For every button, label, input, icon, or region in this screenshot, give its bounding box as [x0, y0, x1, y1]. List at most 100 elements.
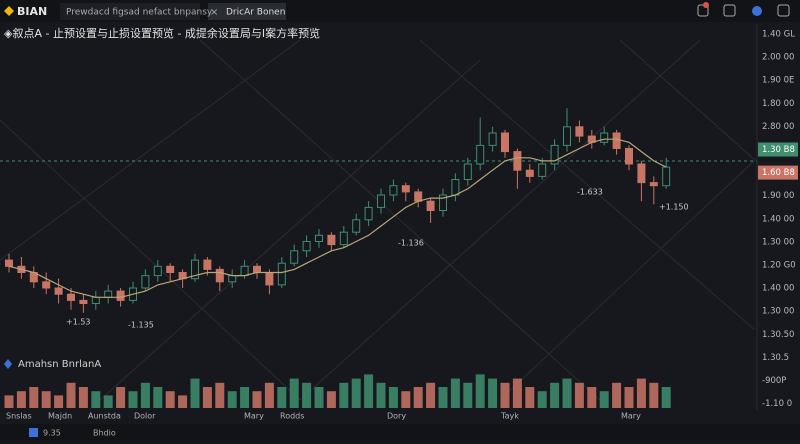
y-tick-label: 1.30 00: [762, 307, 794, 317]
candle-body: [426, 200, 435, 211]
y-tick-label: 1.30 00: [762, 237, 794, 247]
volume-bar: [376, 382, 386, 408]
volume-bar: [388, 387, 398, 408]
icon[interactable]: [723, 4, 736, 17]
volume-bar: [649, 382, 659, 408]
candle-body: [513, 151, 522, 171]
y-tick-label: 1.90 00: [762, 191, 794, 201]
candle-body: [54, 287, 63, 295]
icon[interactable]: [777, 4, 790, 17]
candle-body: [463, 163, 472, 180]
candle-body: [364, 206, 373, 221]
y-tick-label: 1.60 B8: [762, 168, 795, 178]
tab-close: ×: [210, 7, 218, 18]
candle-body: [104, 290, 113, 298]
volume-bar: [4, 395, 14, 408]
tab-label: Prewdacd figsad nefact bnpansy: [66, 8, 213, 18]
y-tick-label: 2.80 00: [762, 122, 794, 132]
volume-bar: [277, 387, 287, 408]
tab[interactable]: [60, 3, 200, 20]
candle-body: [451, 179, 460, 196]
volume-bar: [116, 387, 126, 408]
x-tick-label: Dolor: [134, 412, 156, 421]
volume-bar: [54, 395, 64, 408]
volume-bar: [537, 391, 547, 408]
candle-body: [166, 265, 175, 273]
candle-body: [191, 259, 199, 280]
x-tick-label: Snslas: [6, 412, 32, 421]
volume-bar: [215, 382, 225, 408]
volume-bar: [512, 378, 522, 408]
y-tick-label: 1.40 00: [762, 284, 794, 294]
candle-body: [550, 144, 559, 165]
volume-bar: [78, 387, 88, 408]
candle-body: [488, 132, 497, 146]
y-tick-label: -1.10 0: [762, 399, 792, 409]
volume-bar: [413, 387, 423, 408]
volume-bar: [264, 382, 274, 408]
icon[interactable]: [752, 6, 762, 16]
candle-body: [302, 241, 311, 252]
volume-bar: [587, 387, 597, 408]
tab[interactable]: [208, 3, 286, 20]
y-tick-label: 1.90 0E: [762, 76, 794, 86]
y-tick-label: 1.40 00: [762, 214, 794, 224]
candle-body: [377, 194, 385, 208]
chart-title: ◈叙点A - 止预设置与止损设置预览 - 成提余设置局与I案方率预览: [4, 26, 320, 40]
candle-body: [625, 148, 633, 165]
volume-bar: [351, 378, 361, 408]
volume-bar: [612, 382, 622, 408]
volume-bar: [475, 374, 485, 408]
volume-bar: [190, 378, 200, 408]
candle-body: [612, 132, 621, 149]
volume-bar: [463, 382, 473, 408]
volume-bar: [128, 391, 138, 408]
y-tick-label: 1.30 B8: [762, 145, 795, 155]
candle-body: [141, 275, 150, 289]
annotation: -1.135: [128, 321, 154, 330]
candle-body: [662, 166, 671, 187]
candle-body: [153, 265, 162, 277]
candle-body: [352, 219, 361, 233]
candle-body: [600, 132, 609, 143]
volume-bar: [339, 382, 349, 408]
status-bar: [0, 424, 800, 440]
volume-bar: [401, 391, 411, 408]
candle-body: [538, 163, 547, 177]
volume-bar: [488, 378, 498, 408]
volume-bar: [438, 387, 448, 408]
volume-bar: [550, 382, 560, 408]
candle-body: [228, 275, 237, 283]
status-text: 9.35: [43, 429, 61, 438]
volume-bar: [574, 382, 584, 408]
volume-bar: [103, 395, 113, 408]
annotation: +1.150: [659, 203, 689, 212]
volume-bar: [500, 382, 510, 408]
x-tick-label: Majdn: [48, 412, 72, 421]
volume-bar: [450, 378, 460, 408]
volume-bar: [227, 391, 237, 408]
candle-body: [290, 250, 299, 264]
status-text: Bhdio: [93, 429, 116, 438]
legend-icon: [4, 359, 12, 369]
volume-bar: [140, 382, 150, 408]
annotation: -1.136: [398, 239, 424, 248]
icon[interactable]: [29, 428, 38, 437]
candle-body: [476, 144, 485, 165]
x-tick-label: Dory: [387, 412, 406, 421]
x-tick-label: Aunstda: [88, 412, 121, 421]
candle-body: [79, 299, 88, 304]
y-tick-label: 2.00 00: [762, 53, 794, 63]
volume-bar: [202, 387, 212, 408]
candle-body: [91, 296, 100, 304]
x-tick-label: Rodds: [280, 412, 304, 421]
candle-body: [637, 163, 646, 184]
y-tick-label: 1.40 GL: [762, 30, 795, 40]
candle-body: [389, 185, 398, 196]
candle-body: [563, 126, 571, 146]
volume-bar: [661, 387, 671, 408]
price-tag: [758, 165, 798, 180]
candle-body: [67, 293, 75, 301]
candle-body: [401, 185, 410, 193]
volume-bar: [289, 378, 299, 408]
